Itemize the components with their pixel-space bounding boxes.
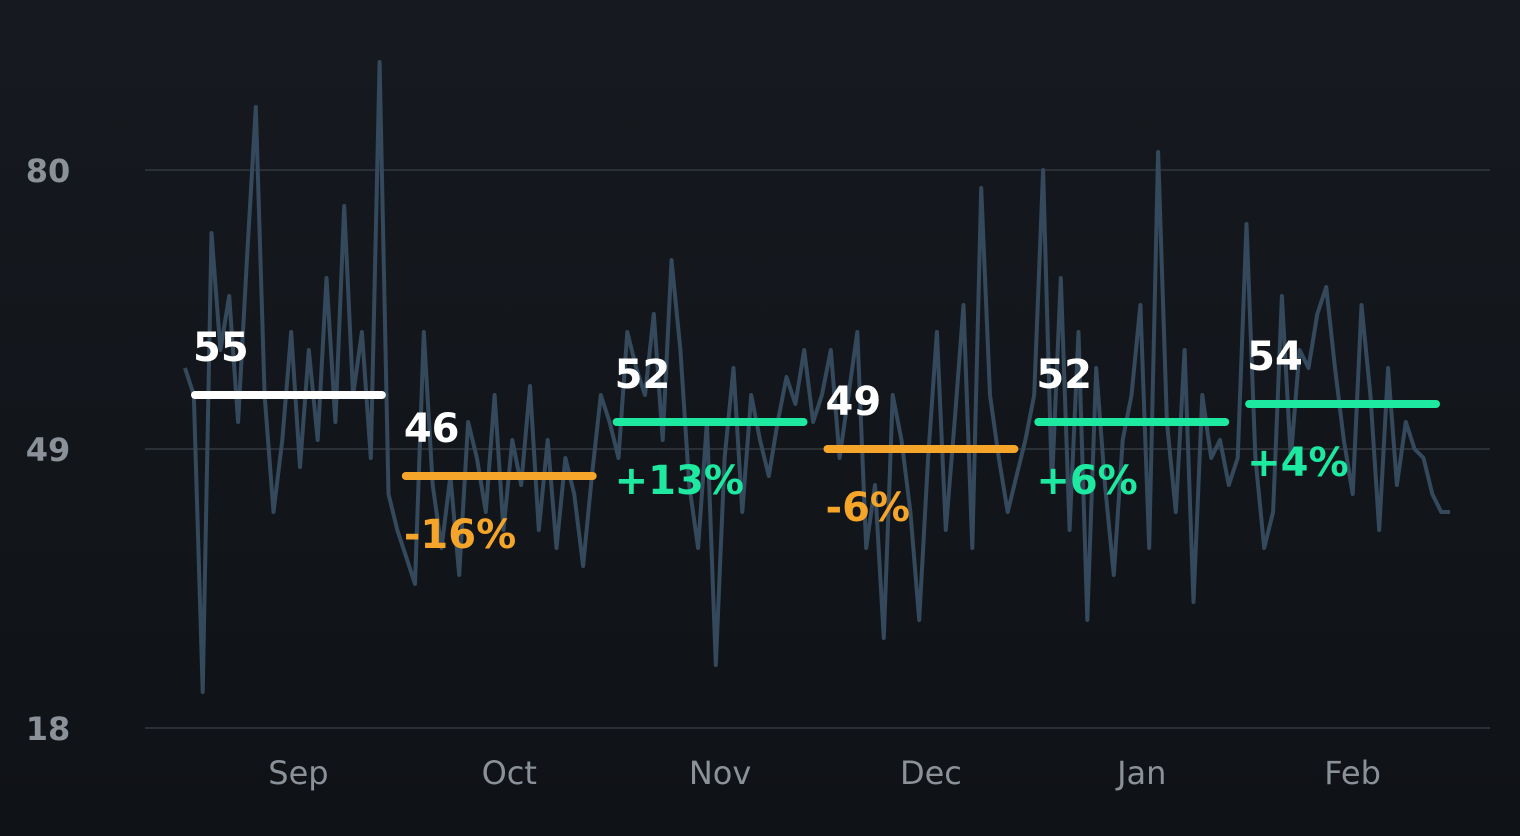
change-label: +4% <box>1247 440 1348 486</box>
change-label: +13% <box>615 458 744 504</box>
x-tick-label: Dec <box>900 754 962 792</box>
average-label: 52 <box>1036 352 1092 398</box>
x-tick-label: Jan <box>1115 754 1166 792</box>
change-label: +6% <box>1036 458 1137 504</box>
average-label: 52 <box>615 352 671 398</box>
x-tick-label: Feb <box>1324 754 1381 792</box>
daily-line <box>183 60 1450 694</box>
average-label: 54 <box>1247 334 1303 380</box>
change-label: -6% <box>826 485 911 531</box>
average-label: 49 <box>826 379 882 425</box>
y-tick-label: 49 <box>26 431 71 469</box>
change-label: -16% <box>404 512 516 558</box>
y-tick-label: 80 <box>26 152 71 190</box>
average-label: 46 <box>404 406 460 452</box>
x-tick-label: Sep <box>268 754 328 792</box>
x-tick-label: Nov <box>689 754 751 792</box>
y-tick-label: 18 <box>26 710 71 748</box>
x-tick-label: Oct <box>482 754 537 792</box>
average-label: 55 <box>193 325 249 371</box>
